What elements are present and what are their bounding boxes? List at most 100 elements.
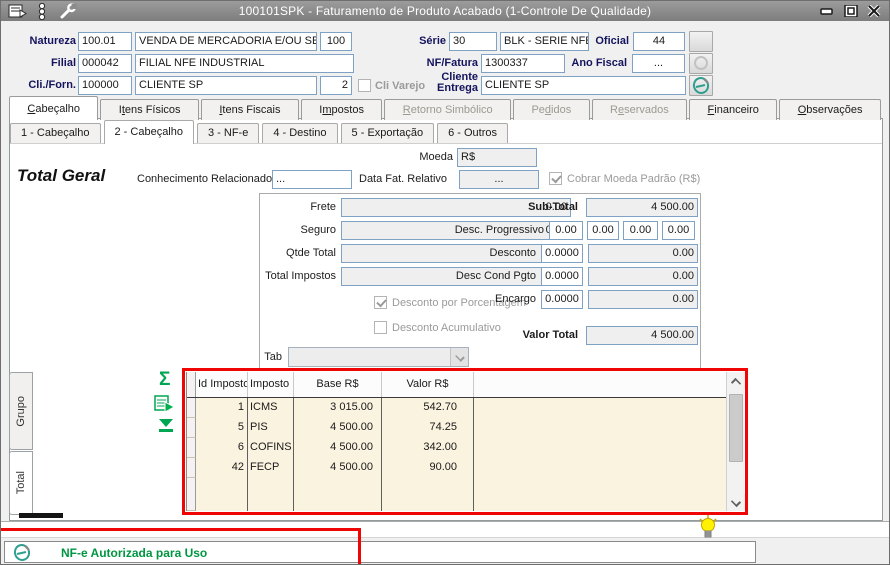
natureza-extra-field[interactable]: 100 bbox=[320, 32, 352, 51]
encargo-pct-field[interactable]: 0.0000 bbox=[541, 290, 583, 309]
row-selector[interactable] bbox=[187, 398, 196, 418]
traffic-light-icon[interactable] bbox=[35, 3, 49, 20]
cliente-entrega-field[interactable]: CLIENTE SP bbox=[481, 76, 686, 95]
conhecimento-field[interactable]: ... bbox=[272, 170, 352, 189]
chevron-down-icon[interactable] bbox=[450, 348, 468, 366]
table-row[interactable]: 42 FECP 4 500.00 90.00 bbox=[187, 458, 744, 478]
cli-varejo-checkbox[interactable] bbox=[358, 79, 371, 92]
desc-progressivo-field-2[interactable]: 0.00 bbox=[587, 221, 619, 240]
desconto-porcentagem-checkbox[interactable] bbox=[374, 296, 387, 309]
desconto-porcentagem-label: Desconto por Porcentagem bbox=[392, 297, 526, 309]
close-icon[interactable] bbox=[866, 5, 882, 17]
subtab-6-outros[interactable]: 6 - Outros bbox=[437, 123, 508, 143]
filial-code-field[interactable]: 000042 bbox=[78, 54, 132, 73]
ano-fiscal-label: Ano Fiscal bbox=[571, 57, 627, 69]
scroll-down-icon[interactable] bbox=[727, 494, 745, 511]
row-selector[interactable] bbox=[187, 438, 196, 458]
col-valor[interactable]: Valor R$ bbox=[382, 372, 474, 397]
col-imposto[interactable]: Imposto bbox=[248, 372, 294, 397]
table-row[interactable]: 6 COFINS 4 500.00 342.00 bbox=[187, 438, 744, 458]
subtab-2-cabecalho[interactable]: 2 - Cabeçalho bbox=[103, 120, 194, 144]
export-grid-icon[interactable] bbox=[153, 394, 175, 414]
maximize-icon[interactable] bbox=[843, 5, 859, 17]
desc-cond-pgto-pct-field[interactable]: 0.0000 bbox=[541, 267, 583, 286]
tab-financeiro[interactable]: Financeiro bbox=[689, 99, 778, 120]
valor-total-label: Valor Total bbox=[522, 329, 578, 341]
desconto-pct-field[interactable]: 0.0000 bbox=[541, 244, 583, 263]
table-row[interactable]: 1 ICMS 3 015.00 542.70 bbox=[187, 398, 744, 418]
desc-cond-pgto-valor-field[interactable]: 0.00 bbox=[588, 267, 698, 286]
serie-description-field[interactable]: BLK - SERIE NFE bbox=[500, 32, 589, 51]
desconto-valor-field[interactable]: 0.00 bbox=[588, 244, 698, 263]
wrench-icon[interactable] bbox=[59, 3, 77, 19]
tab-dropdown[interactable] bbox=[288, 347, 469, 367]
vtab-total[interactable]: Total bbox=[9, 451, 33, 515]
cli-forn-code-field[interactable]: 100000 bbox=[78, 76, 132, 95]
row-selector[interactable] bbox=[187, 418, 196, 438]
nfe-button[interactable] bbox=[689, 75, 713, 96]
valor-total-field[interactable]: 4 500.00 bbox=[586, 326, 698, 345]
tab-cabecalho[interactable]: Cabeçalho bbox=[9, 96, 99, 120]
ano-fiscal-button[interactable] bbox=[689, 53, 713, 74]
cli-forn-description-field[interactable]: CLIENTE SP bbox=[135, 76, 317, 95]
sum-icon[interactable]: Σ bbox=[159, 369, 171, 390]
subtab-4-destino[interactable]: 4 - Destino bbox=[262, 123, 338, 143]
frete-field[interactable]: 0.00 bbox=[341, 198, 571, 217]
nf-fatura-field[interactable]: 1300337 bbox=[481, 54, 565, 73]
seguro-label: Seguro bbox=[300, 224, 336, 236]
section-title-total-geral: Total Geral bbox=[17, 166, 106, 185]
moeda-field[interactable]: R$ bbox=[457, 148, 537, 167]
desc-progressivo-field-3[interactable]: 0.00 bbox=[623, 221, 658, 240]
tab-impostos[interactable]: Impostos bbox=[300, 99, 383, 120]
lightbulb-icon[interactable] bbox=[698, 515, 718, 539]
serie-code-field[interactable]: 30 bbox=[449, 32, 497, 51]
vertical-scrollbar[interactable] bbox=[726, 372, 745, 511]
desc-progressivo-field-4[interactable]: 0.00 bbox=[662, 221, 695, 240]
go-to-end-icon[interactable] bbox=[157, 418, 175, 435]
col-base[interactable]: Base R$ bbox=[294, 372, 382, 397]
tab-dropdown-label: Tab bbox=[264, 351, 282, 363]
desconto-acumulativo-checkbox[interactable] bbox=[374, 321, 387, 334]
tab-itens-fiscais[interactable]: Itens Fiscais bbox=[200, 99, 299, 120]
tab-reservados: Reservados bbox=[591, 99, 688, 120]
data-fat-field[interactable]: ... bbox=[459, 170, 539, 189]
col-id-imposto[interactable]: Id Imposto bbox=[196, 372, 248, 397]
title-bar[interactable]: 100101SPK - Faturamento de Produto Acaba… bbox=[1, 1, 889, 21]
tab-itens-fisicos[interactable]: Itens Físicos bbox=[100, 99, 199, 120]
scroll-up-icon[interactable] bbox=[727, 372, 745, 389]
ano-fiscal-field[interactable]: ... bbox=[632, 54, 685, 73]
filial-description-field[interactable]: FILIAL NFE INDUSTRIAL bbox=[135, 54, 354, 73]
subtab-1-cabecalho[interactable]: 1 - Cabeçalho bbox=[10, 123, 101, 143]
desc-progressivo-label: Desc. Progressivo bbox=[454, 224, 544, 236]
oficial-button[interactable] bbox=[689, 31, 713, 52]
tab-pedidos: Pedidos bbox=[513, 99, 590, 120]
impostos-table[interactable]: Id Imposto Imposto Base R$ Valor R$ 1 IC… bbox=[186, 372, 745, 511]
sub-total-field[interactable]: 4 500.00 bbox=[586, 198, 698, 217]
desc-progressivo-field-1[interactable]: 0.00 bbox=[549, 221, 583, 240]
header-corner-cell bbox=[187, 372, 196, 397]
cliente-entrega-label: Cliente Entrega bbox=[437, 71, 478, 94]
subtab-3-nfe[interactable]: 3 - NF-e bbox=[197, 123, 260, 143]
cli-forn-loja-field[interactable]: 2 bbox=[320, 76, 352, 95]
impostos-table-header: Id Imposto Imposto Base R$ Valor R$ bbox=[187, 372, 744, 398]
oficial-field[interactable]: 44 bbox=[633, 32, 685, 51]
scrollbar-thumb[interactable] bbox=[729, 394, 743, 462]
encargo-valor-field[interactable]: 0.00 bbox=[588, 290, 698, 309]
minimize-icon[interactable] bbox=[819, 5, 835, 17]
natureza-description-field[interactable]: VENDA DE MERCADORIA E/OU SERVI bbox=[135, 32, 317, 51]
filial-label: Filial bbox=[50, 57, 76, 69]
desconto-label: Desconto bbox=[489, 247, 536, 259]
status-message: NF-e Autorizada para Uso bbox=[61, 546, 208, 560]
row-selector[interactable] bbox=[187, 458, 196, 478]
subtab-5-exportacao[interactable]: 5 - Exportação bbox=[340, 123, 435, 143]
vtab-grupo[interactable]: Grupo bbox=[9, 372, 33, 450]
natureza-code-field[interactable]: 100.01 bbox=[78, 32, 132, 51]
form-export-icon[interactable] bbox=[8, 3, 27, 19]
encargo-label: Encargo bbox=[495, 293, 536, 305]
cli-forn-label: Cli./Forn. bbox=[28, 79, 76, 91]
cobrar-moeda-checkbox[interactable] bbox=[549, 172, 562, 185]
table-row[interactable]: 5 PIS 4 500.00 74.25 bbox=[187, 418, 744, 438]
tab-observacoes[interactable]: Observações bbox=[779, 99, 881, 120]
nfe-icon bbox=[12, 543, 32, 562]
total-impostos-label: Total Impostos bbox=[265, 270, 336, 282]
